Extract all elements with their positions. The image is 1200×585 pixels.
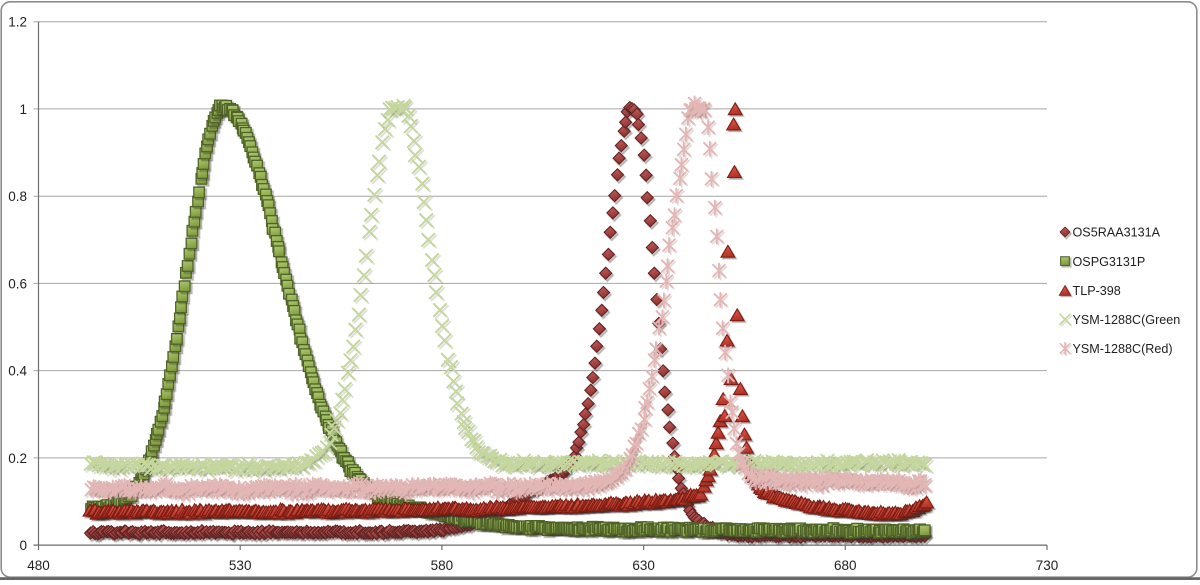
- svg-text:480: 480: [27, 558, 50, 573]
- svg-text:OS5RAA3131A: OS5RAA3131A: [1073, 226, 1161, 240]
- svg-text:0.2: 0.2: [8, 451, 27, 466]
- svg-text:580: 580: [431, 558, 454, 573]
- svg-text:0.4: 0.4: [8, 364, 27, 379]
- svg-text:1: 1: [19, 102, 27, 117]
- svg-text:OSPG3131P: OSPG3131P: [1073, 255, 1146, 269]
- svg-text:680: 680: [834, 558, 857, 573]
- svg-text:1.2: 1.2: [8, 15, 27, 30]
- svg-text:0.8: 0.8: [8, 189, 27, 204]
- svg-text:530: 530: [229, 558, 252, 573]
- svg-text:730: 730: [1036, 558, 1059, 573]
- svg-text:0.6: 0.6: [8, 276, 27, 291]
- svg-text:YSM-1288C(Green: YSM-1288C(Green: [1073, 313, 1181, 327]
- svg-text:630: 630: [632, 558, 655, 573]
- svg-text:0: 0: [19, 538, 27, 553]
- svg-text:YSM-1288C(Red): YSM-1288C(Red): [1073, 342, 1173, 356]
- svg-text:TLP-398: TLP-398: [1073, 284, 1121, 298]
